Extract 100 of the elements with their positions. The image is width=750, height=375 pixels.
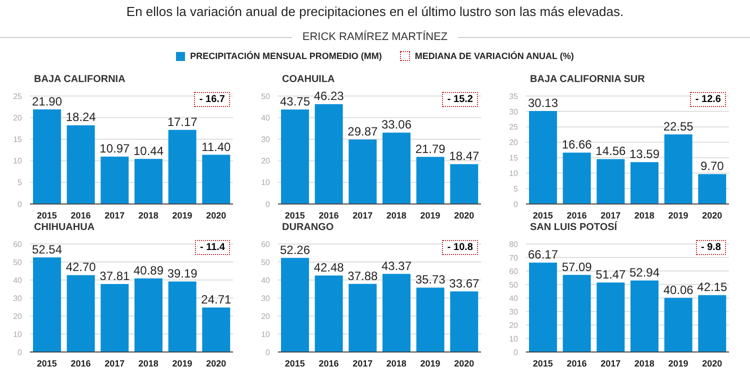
y-tick-label: 0 xyxy=(514,200,519,209)
bar xyxy=(382,274,410,352)
x-tick-label: 2015 xyxy=(36,210,57,220)
bar xyxy=(33,109,61,204)
x-tick-label: 2017 xyxy=(600,210,621,220)
y-tick-label: 0 xyxy=(266,200,271,209)
x-tick-label: 2020 xyxy=(702,358,722,368)
x-tick-label: 2020 xyxy=(206,358,226,368)
x-tick-label: 2015 xyxy=(36,358,57,368)
annotation: - 15.2 xyxy=(442,92,478,107)
bar xyxy=(382,132,410,204)
y-tick-label: 10 xyxy=(509,168,519,178)
bar xyxy=(596,159,625,204)
bar xyxy=(562,274,591,352)
text: 42.70 xyxy=(66,260,96,274)
x-tick-label: 2018 xyxy=(634,210,654,220)
x-tick-label: 2015 xyxy=(284,358,305,368)
text: 24.71 xyxy=(201,292,232,307)
bar xyxy=(664,134,692,204)
x-tick-label: 2016 xyxy=(318,358,339,368)
y-tick-label: 5 xyxy=(18,178,23,188)
y-tick-label: 50 xyxy=(261,258,271,267)
y-tick-label: 50 xyxy=(13,258,23,267)
bar xyxy=(664,298,692,352)
text: 17.17 xyxy=(167,114,198,129)
y-tick-label: 20 xyxy=(261,156,271,166)
bar xyxy=(529,111,557,204)
bar xyxy=(134,158,162,204)
data-label: 33.06 xyxy=(381,118,412,132)
bar xyxy=(314,104,343,204)
x-tick-label: 2016 xyxy=(566,358,587,368)
x-tick-label: 2019 xyxy=(420,358,440,368)
x-tick-label: 2016 xyxy=(70,210,91,220)
y-tick-label: 5 xyxy=(514,184,519,194)
y-tick-label: 10 xyxy=(261,330,271,339)
bar xyxy=(134,278,162,352)
text: En ellos la variación anual de precipitaciones en el último lustro son las más elevadas. xyxy=(125,3,625,19)
data-label: 37.88 xyxy=(348,268,378,283)
text: 14.56 xyxy=(596,144,626,158)
y-tick-label: 70 xyxy=(509,253,519,262)
data-label: 52.26 xyxy=(280,242,310,257)
y-tick-label: 60 xyxy=(13,240,23,249)
annotation: - 16.7 xyxy=(194,92,230,107)
y-tick-label: 10 xyxy=(13,156,23,166)
x-tick-label: 2019 xyxy=(668,358,688,368)
y-tick-label: 35 xyxy=(509,92,519,101)
y-tick-label: 15 xyxy=(13,135,23,144)
y-tick-label: 20 xyxy=(261,312,271,321)
chart-title: BAJA CALIFORNIA xyxy=(34,74,126,87)
y-tick-label: 40 xyxy=(261,113,271,122)
data-label: 52.94 xyxy=(629,266,660,280)
data-label: 18.47 xyxy=(449,149,480,164)
x-tick-label: 2016 xyxy=(70,358,91,368)
bar xyxy=(202,154,230,204)
y-tick-label: 0 xyxy=(18,348,23,357)
y-tick-label: 0 xyxy=(18,200,23,209)
text: ERICK RAMÍREZ MARTÍNEZ xyxy=(301,31,449,43)
text: 22.55 xyxy=(663,119,694,134)
bar xyxy=(450,291,478,352)
bar xyxy=(596,282,625,352)
x-tick-label: 2019 xyxy=(172,358,192,368)
text: 30.13 xyxy=(528,96,558,110)
y-tick-label: 10 xyxy=(13,330,23,339)
bar xyxy=(281,258,309,352)
text: 37.81 xyxy=(100,268,130,283)
y-tick-label: 60 xyxy=(509,266,519,276)
bar xyxy=(100,156,129,204)
annotation: - 10.8 xyxy=(442,240,478,255)
bar xyxy=(529,262,557,352)
y-tick-label: 15 xyxy=(509,154,519,163)
text: 10.44 xyxy=(133,144,164,158)
y-tick-label: 25 xyxy=(509,122,519,132)
y-tick-label: 60 xyxy=(261,240,271,249)
x-tick-label: 2017 xyxy=(352,210,373,220)
text: 39.19 xyxy=(167,266,198,280)
text: 52.54 xyxy=(32,242,62,256)
chart-title: DURANGO xyxy=(282,222,335,235)
text: 21.90 xyxy=(32,94,62,108)
x-tick-label: 2019 xyxy=(172,210,192,220)
x-tick-label: 2018 xyxy=(138,210,158,220)
y-tick-label: 30 xyxy=(261,135,271,144)
annotation: - 11.4 xyxy=(194,240,230,255)
annotation: - 12.6 xyxy=(690,92,726,107)
bar xyxy=(698,174,726,204)
chart-title: BAJA CALIFORNIA SUR xyxy=(530,74,646,87)
x-tick-label: 2016 xyxy=(318,210,339,220)
x-tick-label: 2020 xyxy=(454,210,474,220)
x-tick-label: 2019 xyxy=(668,210,688,220)
y-tick-label: 40 xyxy=(261,276,271,285)
bar xyxy=(168,130,196,204)
data-label: 43.75 xyxy=(280,94,310,108)
text: 11.40 xyxy=(202,140,231,154)
x-tick-label: 2018 xyxy=(138,358,158,368)
x-tick-label: 2020 xyxy=(702,210,722,220)
text: 18.24 xyxy=(66,110,96,124)
x-tick-label: 2017 xyxy=(104,210,125,220)
x-tick-label: 2019 xyxy=(420,210,440,220)
y-tick-label: 0 xyxy=(266,348,271,357)
y-tick-label: 80 xyxy=(509,240,519,249)
y-tick-label: 20 xyxy=(509,138,519,148)
